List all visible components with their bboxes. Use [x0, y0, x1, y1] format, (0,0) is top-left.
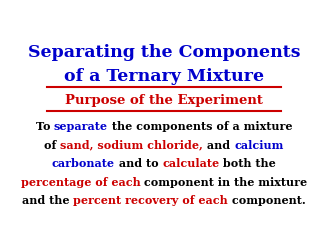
Text: and: and	[203, 140, 234, 151]
Text: and the: and the	[22, 195, 73, 206]
Text: To: To	[36, 121, 54, 132]
Text: Separating the Components: Separating the Components	[28, 44, 300, 60]
Text: both the: both the	[220, 158, 276, 169]
Text: component in the mixture: component in the mixture	[140, 177, 308, 188]
Text: carbonate: carbonate	[52, 158, 115, 169]
Text: Purpose of the Experiment: Purpose of the Experiment	[65, 94, 263, 108]
Text: component.: component.	[228, 195, 306, 206]
Text: the components of a mixture: the components of a mixture	[108, 121, 292, 132]
Text: of a Ternary Mixture: of a Ternary Mixture	[64, 68, 264, 85]
Text: percent recovery of each: percent recovery of each	[73, 195, 228, 206]
Text: calcium: calcium	[234, 140, 284, 151]
Text: and to: and to	[115, 158, 162, 169]
Text: percentage of each: percentage of each	[20, 177, 140, 188]
Text: calculate: calculate	[162, 158, 220, 169]
Text: separate: separate	[54, 121, 108, 132]
Text: sand, sodium chloride,: sand, sodium chloride,	[60, 140, 203, 151]
Text: of: of	[44, 140, 60, 151]
